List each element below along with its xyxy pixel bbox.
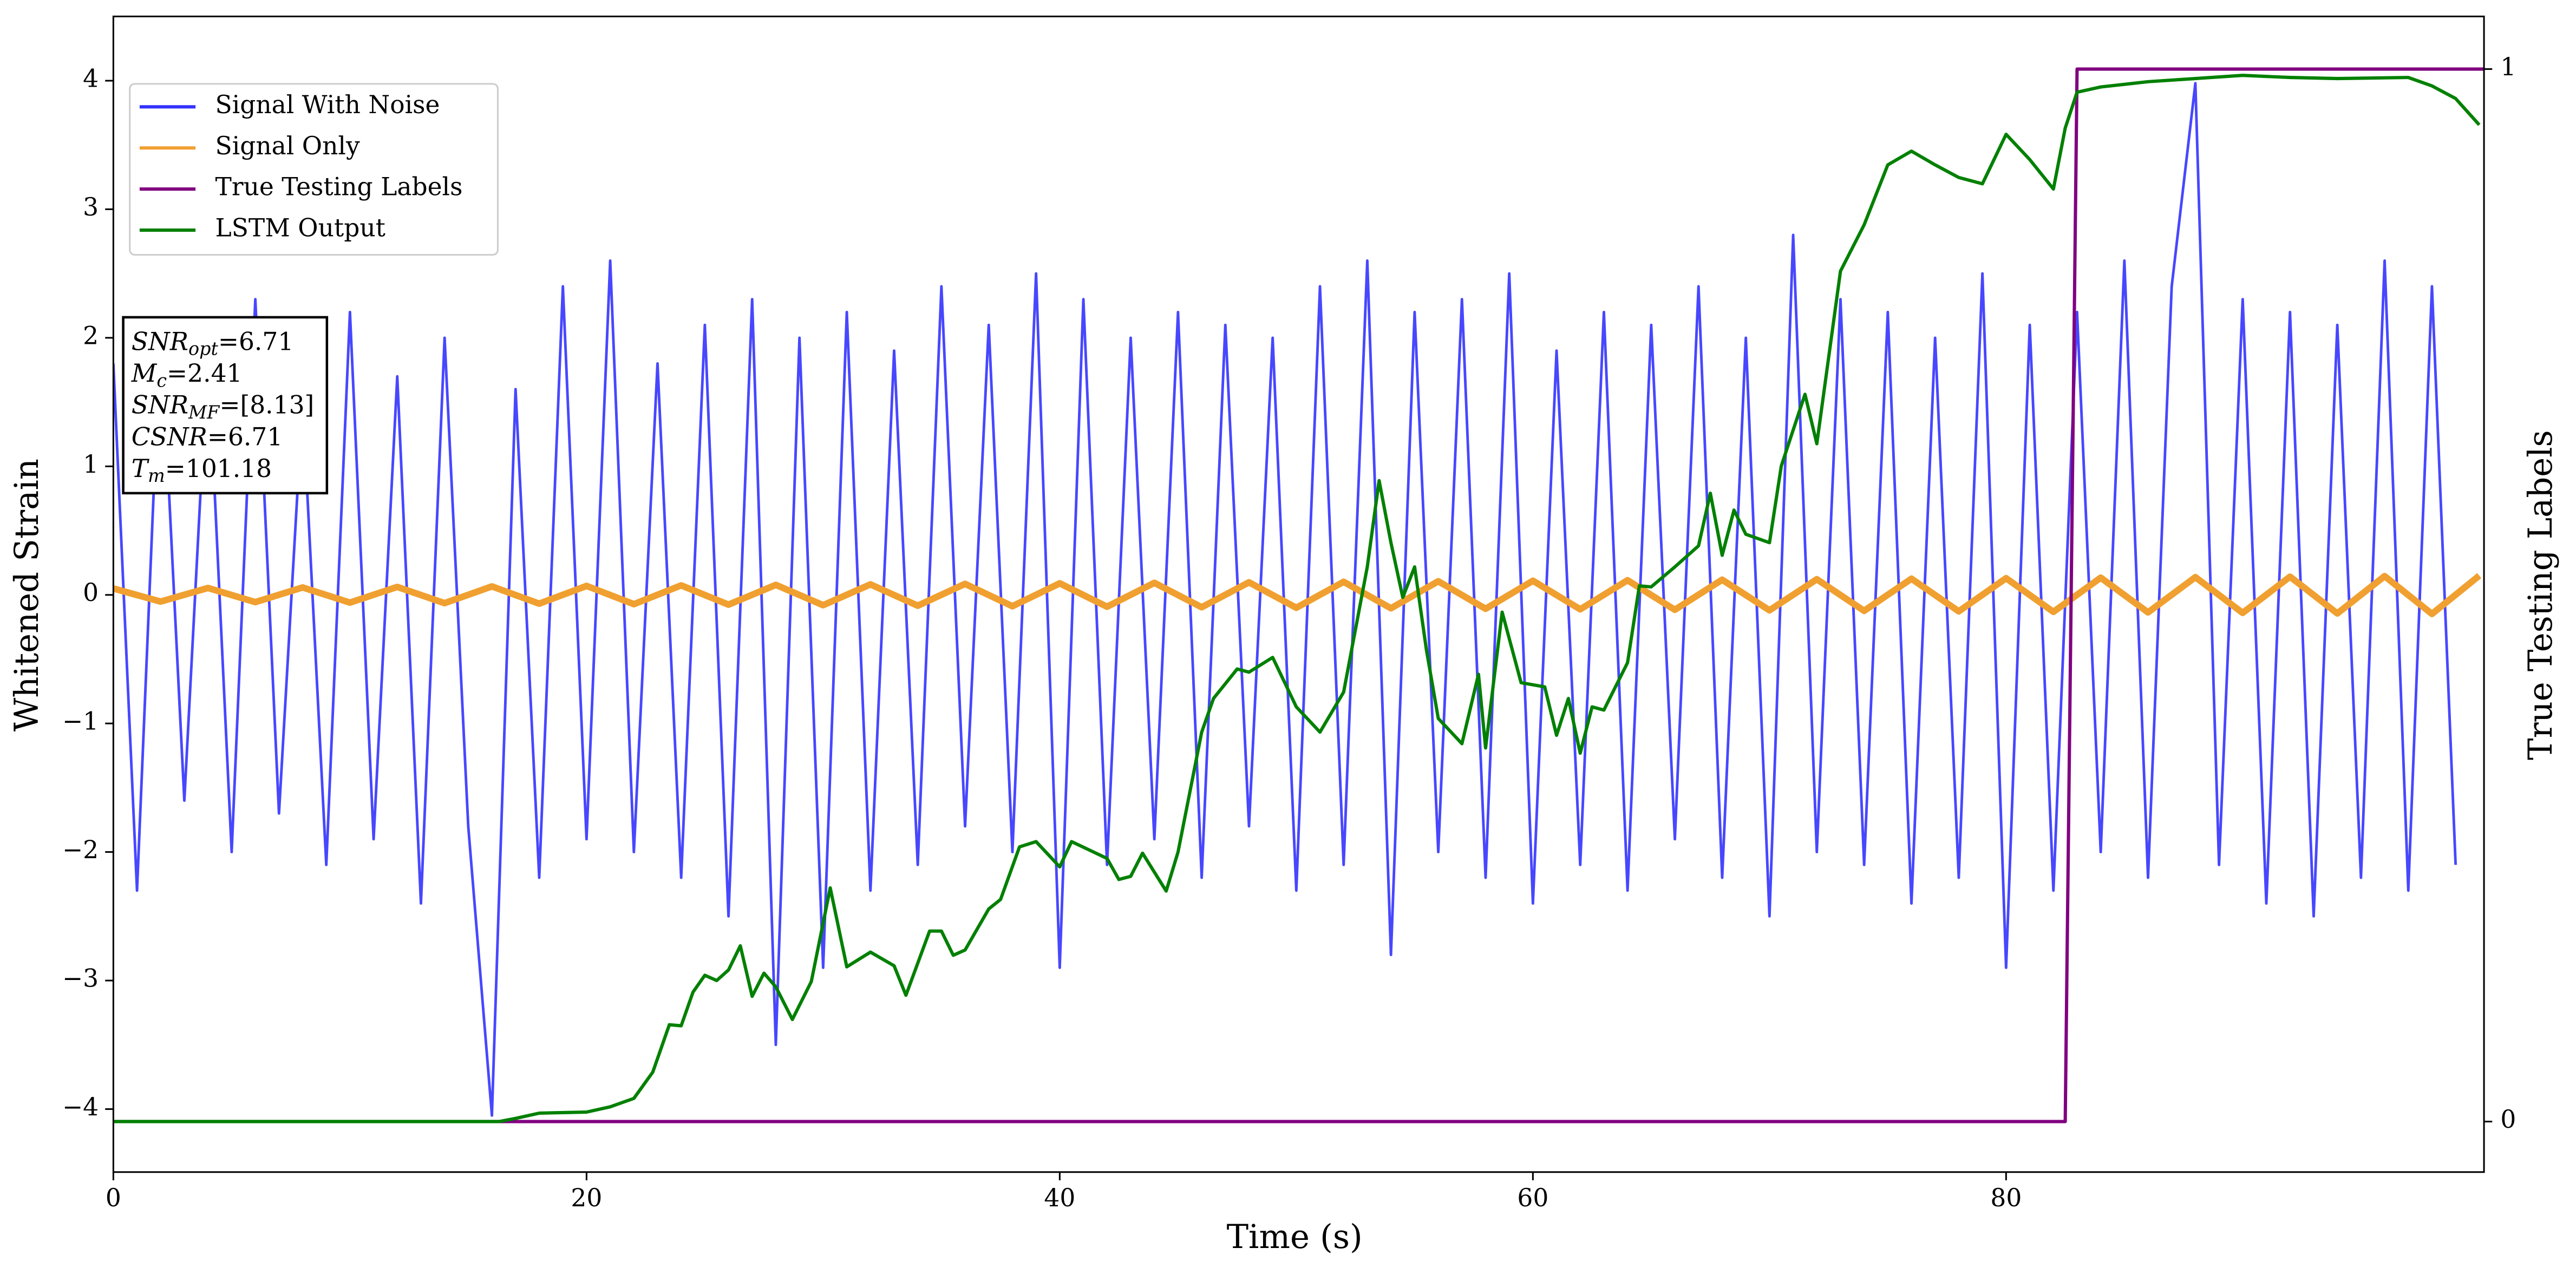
- annotation-value: =6.71: [218, 327, 293, 356]
- series-line: [113, 74, 2481, 1123]
- y-tick-label: −2: [62, 835, 99, 864]
- legend-label: Signal With Noise: [215, 90, 440, 119]
- annotation-line: CSNR=6.71: [132, 422, 283, 451]
- annotation-line: Mc=2.41: [131, 359, 243, 391]
- annotation-value: =6.71: [207, 422, 283, 451]
- y2-tick-label: 1: [2500, 53, 2516, 81]
- legend-label: Signal Only: [215, 132, 360, 160]
- legend-label: True Testing Labels: [215, 173, 463, 201]
- annotation-symbol: SNR: [132, 390, 188, 419]
- y-tick-label: −4: [62, 1093, 99, 1121]
- annotation-line: Tm=101.18: [132, 454, 272, 486]
- x-tick-label: 20: [571, 1184, 602, 1212]
- plot-area: [113, 67, 2485, 1123]
- x-tick-label: 40: [1044, 1184, 1075, 1212]
- annotation-line: SNRMF=[8.13]: [132, 390, 315, 423]
- annotation-symbol: M: [131, 359, 158, 388]
- annotation-line: SNRopt=6.71: [132, 327, 294, 360]
- legend: Signal With Noise Signal Only True Testing…: [129, 83, 499, 256]
- annotation-value: =101.18: [165, 454, 272, 482]
- y2-tick-label: 0: [2500, 1105, 2516, 1134]
- annotation-frame: [122, 316, 329, 495]
- annotation-symbol: T: [132, 454, 150, 482]
- y-tick-label: 0: [83, 578, 99, 607]
- y-tick-label: 2: [83, 321, 99, 350]
- y-tick-label: −1: [62, 707, 99, 736]
- x-tick-label: 80: [1990, 1184, 2022, 1212]
- y-tick-label: 4: [83, 64, 99, 93]
- legend-label: LSTM Output: [215, 214, 385, 243]
- y-tick-label: 3: [83, 193, 99, 221]
- y-tick-label: 1: [83, 450, 99, 479]
- annotation-box: SNRopt=6.71Mc=2.41SNRMF=[8.13]CSNR=6.71T…: [122, 316, 329, 495]
- legend-frame: [129, 83, 499, 256]
- y2-axis-label: True Testing Labels: [2522, 430, 2560, 760]
- annotation-symbol: SNR: [132, 327, 188, 356]
- x-tick-label: 60: [1517, 1184, 1548, 1212]
- annotation-value: =[8.13]: [219, 390, 314, 419]
- annotation-symbol: CSNR: [132, 422, 207, 451]
- annotation-subscript: c: [156, 370, 167, 391]
- series-line: [113, 67, 2485, 1123]
- x-tick-label: 0: [106, 1184, 121, 1212]
- x-axis-label: Time (s): [1227, 1218, 1363, 1256]
- annotation-subscript: m: [148, 465, 165, 486]
- annotation-value: =2.41: [167, 359, 242, 388]
- y-tick-label: −3: [62, 964, 99, 992]
- series-line: [113, 572, 2482, 617]
- y-axis-label: Whitened Strain: [8, 459, 46, 731]
- annotation-subscript: MF: [188, 402, 220, 423]
- annotation-subscript: opt: [188, 338, 218, 360]
